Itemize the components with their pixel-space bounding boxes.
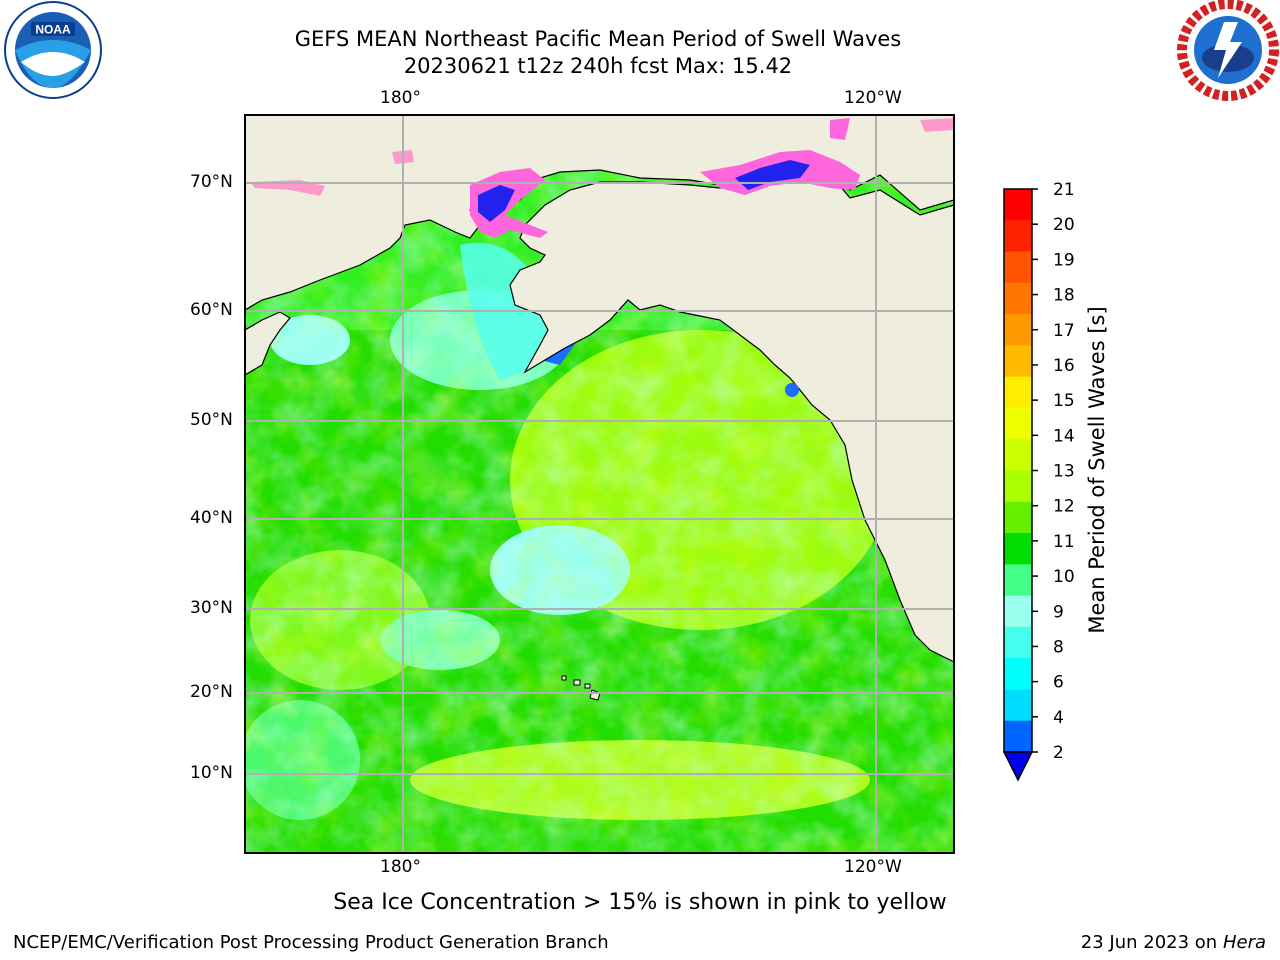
colorbar-bin [1004, 251, 1032, 284]
lat-tick: 40°N [190, 508, 233, 528]
colorbar-tick-label: 9 [1053, 602, 1064, 622]
lat-tick: 30°N [190, 598, 233, 618]
colorbar-tick-label: 12 [1053, 497, 1075, 517]
colorbar-tick-label: 4 [1053, 708, 1064, 728]
noaa-logo: NOAA [4, 1, 102, 99]
colorbar-tick-label: 2 [1053, 743, 1064, 763]
sea-ice-caption: Sea Ice Concentration > 15% is shown in … [333, 890, 947, 915]
lat-tick: 70°N [190, 172, 233, 192]
lon-tick-top: 120°W [844, 88, 902, 108]
colorbar-tick-label: 11 [1053, 532, 1075, 552]
map-title: GEFS MEAN Northeast Pacific Mean Period … [294, 27, 902, 51]
footer-credit: NCEP/EMC/Verification Post Processing Pr… [13, 932, 609, 953]
colorbar-bin [1004, 407, 1032, 440]
lat-tick: 50°N [190, 410, 233, 430]
footer-date-text: 23 Jun 2023 on [1080, 932, 1218, 953]
colorbar-bin [1004, 220, 1032, 253]
colorbar-bin [1004, 626, 1032, 659]
colorbar-bin [1004, 314, 1032, 346]
lat-tick: 60°N [190, 300, 233, 320]
colorbar-tick-label: 20 [1053, 215, 1075, 235]
colorbar-tick-label: 8 [1053, 637, 1064, 657]
hawaii-islands [561, 675, 601, 701]
colorbar-bin [1004, 533, 1032, 565]
nws-logo [1177, 0, 1279, 101]
land-north-america [509, 115, 954, 663]
colorbar-tick-label: 18 [1053, 286, 1075, 306]
colorbar-tick-label: 16 [1053, 356, 1075, 376]
lon-tick-bottom: 120°W [844, 857, 902, 877]
colorbar-bin [1004, 345, 1032, 378]
colorbar-tick-label: 21 [1053, 180, 1075, 200]
colorbar-tick-label: 17 [1053, 321, 1075, 341]
colorbar-bin [1004, 189, 1032, 221]
graticule [245, 115, 954, 853]
lat-tick: 20°N [190, 682, 233, 702]
colorbar-bin [1004, 658, 1032, 690]
colorbar-bin [1004, 689, 1032, 722]
svg-text:NOAA: NOAA [35, 23, 71, 37]
colorbar-label: Mean Period of Swell Waves [s] [1085, 306, 1109, 634]
footer-date: 23 Jun 2023 on Hera [1081, 932, 1266, 953]
colorbar-tick-label: 13 [1053, 462, 1075, 482]
colorbar-tick-label: 19 [1053, 250, 1075, 270]
colorbar-bin [1004, 564, 1032, 597]
colorbar-tick-label: 14 [1053, 426, 1075, 446]
map-subtitle: 20230621 t12z 240h fcst Max: 15.42 [403, 54, 793, 78]
colorbar-bin [1004, 720, 1032, 753]
colorbar-tick-label: 10 [1053, 567, 1075, 587]
colorbar-extend-arrow [1002, 751, 1034, 782]
colorbar-bin [1004, 439, 1032, 471]
colorbar-tick-label: 15 [1053, 391, 1075, 411]
colorbar-bin [1004, 470, 1032, 503]
colorbar-bin [1004, 376, 1032, 409]
colorbar-bin [1004, 595, 1032, 628]
lon-tick-bottom: 180° [380, 857, 421, 877]
colorbar-bin [1004, 282, 1032, 315]
footer-machine: Hera [1222, 932, 1266, 953]
colorbar-bin [1004, 501, 1032, 534]
lon-tick-top: 180° [380, 88, 421, 108]
colorbar-tick-label: 6 [1053, 673, 1064, 693]
map-frame [244, 114, 955, 854]
lat-tick: 10°N [190, 763, 233, 783]
